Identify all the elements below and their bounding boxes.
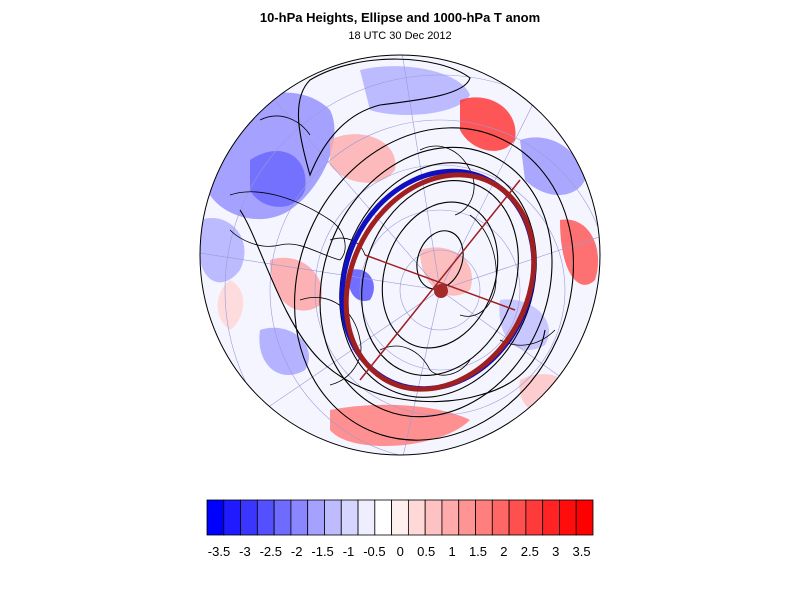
coastlines	[229, 115, 556, 386]
colorbar-tick-label: -3	[239, 544, 251, 559]
colorbar-box	[273, 499, 292, 536]
colorbar-tick-label: 0.5	[417, 544, 435, 559]
ellipse-minor-axis	[364, 254, 516, 311]
colorbar-box	[290, 499, 309, 536]
globe-outline	[199, 54, 601, 456]
colorbar-box	[525, 499, 544, 536]
colorbar-box	[307, 499, 325, 536]
colorbar-box	[441, 499, 460, 536]
colorbar-box	[559, 499, 577, 536]
colorbar-box	[240, 499, 258, 536]
colorbar-tick-label: 3.5	[573, 544, 591, 559]
colorbar-box	[340, 499, 359, 536]
colorbar-box	[391, 499, 409, 536]
colorbar-box	[374, 499, 393, 536]
colorbar-tick-label: 2	[500, 544, 507, 559]
colorbar-box	[508, 499, 527, 536]
colorbar-box	[424, 499, 443, 536]
colorbar-tick-label: -0.5	[363, 544, 385, 559]
colorbar-tick-label: 3	[552, 544, 559, 559]
colorbar-tick-label: -3.5	[208, 544, 230, 559]
colorbar-box	[407, 499, 426, 536]
colorbar-boxes	[206, 499, 594, 536]
colorbar-box	[223, 499, 241, 536]
colorbar-box	[575, 499, 594, 536]
colorbar-tick-label: 2.5	[521, 544, 539, 559]
colorbar-tick-label: -1	[343, 544, 355, 559]
colorbar-box	[542, 499, 560, 536]
colorbar-box	[475, 499, 493, 536]
colorbar-tick-label: 1	[448, 544, 455, 559]
colorbar-box	[324, 499, 342, 536]
colorbar-tick-label: 1.5	[469, 544, 487, 559]
colorbar-box	[491, 499, 510, 536]
height-contours	[239, 58, 574, 441]
colorbar-tick-label: 0	[397, 544, 404, 559]
colorbar-ticks: -3.5 -3 -2.5 -2 -1.5 -1 -0.5 0 0.5 1 1.5 2 2.5 3 3.5	[208, 544, 591, 559]
colorbar-tick-label: -2.5	[260, 544, 282, 559]
colorbar-box	[206, 499, 225, 536]
colorbar-tick-label: -2	[291, 544, 303, 559]
ellipse-red	[343, 172, 537, 392]
colorbar-box	[458, 499, 476, 536]
map-subtitle: 18 UTC 30 Dec 2012	[348, 30, 452, 42]
colorbar-tick-label: -1.5	[311, 544, 333, 559]
graticule	[200, 55, 600, 455]
vortex-center-dot	[434, 284, 448, 298]
map-title: 10-hPa Heights, Ellipse and 1000-hPa T a…	[259, 10, 541, 25]
colorbar-box	[256, 499, 275, 536]
ellipse-major-axis	[359, 179, 521, 381]
colorbar-box	[357, 499, 376, 536]
